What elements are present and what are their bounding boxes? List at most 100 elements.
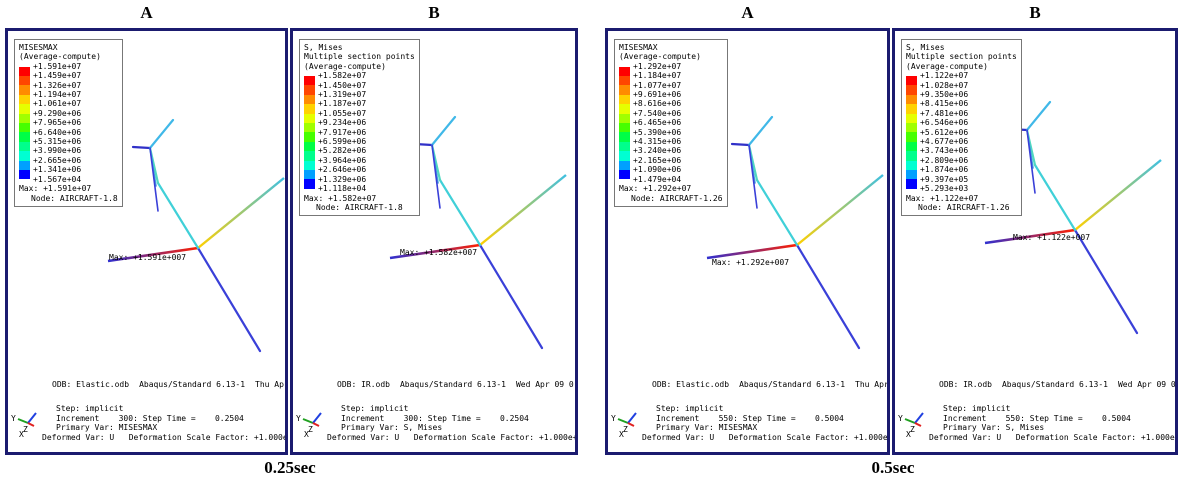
color-swatch bbox=[619, 85, 630, 94]
legend-value: +3.240e+06 bbox=[619, 146, 723, 155]
color-swatch bbox=[304, 161, 315, 170]
legend-value: +7.917e+06 bbox=[304, 128, 415, 137]
beam bbox=[707, 245, 797, 258]
triad-label: Y bbox=[296, 414, 301, 423]
legend-value: +1.184e+07 bbox=[619, 71, 723, 80]
increment: Increment 550: Step Time = 0.5004 bbox=[642, 414, 890, 424]
legend-value: +5.612e+06 bbox=[906, 128, 1017, 137]
beam bbox=[1027, 102, 1050, 130]
legend-value: +9.290e+06 bbox=[19, 109, 118, 118]
legend-title: MISESMAX bbox=[619, 43, 723, 52]
color-swatch bbox=[906, 179, 917, 188]
beam bbox=[757, 180, 797, 245]
color-swatch bbox=[906, 142, 917, 151]
legend-title: (Average-compute) bbox=[304, 62, 415, 71]
legend-title: (Average-compute) bbox=[906, 62, 1017, 71]
legend-max: Max: +1.591e+07 bbox=[19, 184, 118, 193]
color-swatch bbox=[19, 123, 30, 132]
legend-value: +2.809e+06 bbox=[906, 156, 1017, 165]
legend-max: Max: +1.292e+07 bbox=[619, 184, 723, 193]
color-swatch bbox=[906, 85, 917, 94]
legend-value: +1.874e+06 bbox=[906, 165, 1017, 174]
max-annotation: Max: +1.122e+007 bbox=[1013, 233, 1090, 242]
color-swatch bbox=[19, 151, 30, 160]
beam bbox=[1075, 230, 1137, 333]
panel: Max: +1.582e+007YZXS, MisesMultiple sect… bbox=[290, 28, 578, 455]
legend-value: +2.665e+06 bbox=[19, 156, 118, 165]
primary-var: Primary Var: S, Mises bbox=[327, 423, 578, 433]
color-swatch bbox=[619, 104, 630, 113]
legend-value: +3.964e+06 bbox=[304, 156, 415, 165]
legend-value: +5.282e+06 bbox=[304, 146, 415, 155]
color-swatch bbox=[906, 76, 917, 85]
legend-value: +6.465e+06 bbox=[619, 118, 723, 127]
legend-title: S, Mises bbox=[906, 43, 1017, 52]
deformed-var: Deformed Var: U Deformation Scale Factor… bbox=[327, 433, 578, 443]
software-version: Abaqus/Standard 6.13-1 bbox=[1002, 380, 1108, 389]
legend-value: +7.540e+06 bbox=[619, 109, 723, 118]
legend-value: +9.397e+05 bbox=[906, 175, 1017, 184]
legend-value: +9.691e+06 bbox=[619, 90, 723, 99]
color-swatch bbox=[906, 161, 917, 170]
legend-value: +7.481e+06 bbox=[906, 109, 1017, 118]
beam bbox=[150, 120, 173, 148]
legend-value: +3.743e+06 bbox=[906, 146, 1017, 155]
panel-heading: A bbox=[605, 3, 890, 23]
step: Step: implicit bbox=[642, 404, 890, 414]
increment: Increment 300: Step Time = 0.2504 bbox=[42, 414, 288, 424]
legend-scale: +1.591e+07+1.459e+07+1.326e+07+1.194e+07… bbox=[19, 62, 118, 184]
legend-value: +1.459e+07 bbox=[19, 71, 118, 80]
beam bbox=[732, 144, 749, 145]
color-swatch bbox=[906, 151, 917, 160]
triad-axis bbox=[905, 419, 915, 423]
legend-value: +9.234e+06 bbox=[304, 118, 415, 127]
legend-scale: +1.582e+07+1.450e+07+1.319e+07+1.187e+07… bbox=[304, 71, 415, 193]
triad-label: Y bbox=[611, 414, 616, 423]
legend-title: Multiple section points bbox=[304, 52, 415, 61]
panel-heading: B bbox=[290, 3, 578, 23]
color-swatch bbox=[19, 76, 30, 85]
max-annotation: Max: +1.591e+007 bbox=[109, 253, 186, 262]
triad-axis bbox=[618, 419, 628, 423]
legend-value: +1.122e+07 bbox=[906, 71, 1017, 80]
color-swatch bbox=[619, 142, 630, 151]
triad-axis bbox=[313, 423, 319, 426]
legend-title: (Average-compute) bbox=[619, 52, 723, 61]
primary-var: Primary Var: S, Mises bbox=[929, 423, 1178, 433]
triad-label: Y bbox=[11, 414, 16, 423]
color-swatch bbox=[304, 95, 315, 104]
legend-value: +3.990e+06 bbox=[19, 146, 118, 155]
group-label: 0.25sec bbox=[230, 458, 350, 478]
legend-value: +5.315e+06 bbox=[19, 137, 118, 146]
legend-value: +1.319e+07 bbox=[304, 90, 415, 99]
color-swatch bbox=[304, 85, 315, 94]
odb-name: ODB: Elastic.odb bbox=[52, 380, 129, 389]
panel-heading: A bbox=[5, 3, 288, 23]
triad-label: X bbox=[906, 430, 911, 439]
color-swatch bbox=[619, 76, 630, 85]
color-swatch bbox=[906, 123, 917, 132]
color-swatch bbox=[619, 114, 630, 123]
color-swatch bbox=[304, 179, 315, 188]
primary-var: Primary Var: MISESMAX bbox=[642, 423, 890, 433]
color-swatch bbox=[304, 170, 315, 179]
legend-value: +1.341e+06 bbox=[19, 165, 118, 174]
legend-value: +8.616e+06 bbox=[619, 99, 723, 108]
legend-value: +1.567e+04 bbox=[19, 175, 118, 184]
increment: Increment 300: Step Time = 0.2504 bbox=[327, 414, 578, 424]
step: Step: implicit bbox=[327, 404, 578, 414]
odb-name: ODB: IR.odb bbox=[337, 380, 390, 389]
color-swatch bbox=[304, 132, 315, 141]
legend-value: +9.350e+06 bbox=[906, 90, 1017, 99]
legend-value: +1.326e+07 bbox=[19, 81, 118, 90]
run-date: Wed Apr 09 0 bbox=[516, 380, 574, 389]
software-version: Abaqus/Standard 6.13-1 bbox=[139, 380, 245, 389]
legend-value: +8.415e+06 bbox=[906, 99, 1017, 108]
triad-axis bbox=[28, 423, 34, 426]
legend-value: +5.390e+06 bbox=[619, 128, 723, 137]
legend-value: +1.194e+07 bbox=[19, 90, 118, 99]
beam bbox=[797, 245, 859, 348]
max-annotation: Max: +1.292e+007 bbox=[712, 258, 789, 267]
